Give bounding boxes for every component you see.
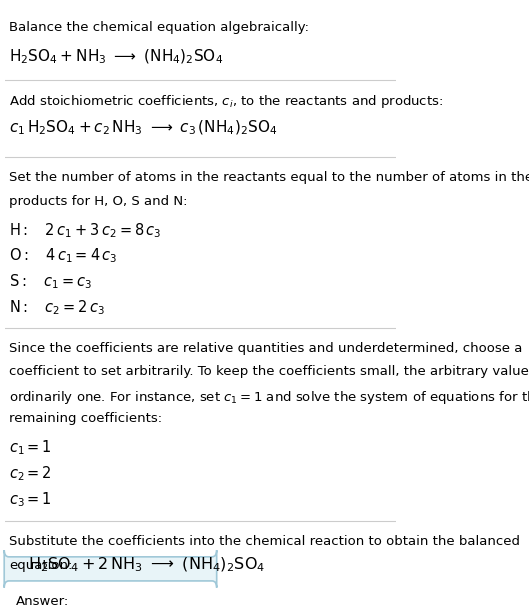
Text: coefficient to set arbitrarily. To keep the coefficients small, the arbitrary va: coefficient to set arbitrarily. To keep … — [9, 365, 529, 378]
Text: Answer:: Answer: — [16, 595, 69, 607]
Text: $\mathrm{H_2SO_4 + NH_3 \ \longrightarrow \ (NH_4)_2SO_4}$: $\mathrm{H_2SO_4 + NH_3 \ \longrightarro… — [9, 47, 223, 66]
Text: $\mathrm{O{:}} \quad 4\,c_1 = 4\,c_3$: $\mathrm{O{:}} \quad 4\,c_1 = 4\,c_3$ — [9, 246, 117, 265]
Text: products for H, O, S and N:: products for H, O, S and N: — [9, 195, 187, 208]
Text: $\mathrm{S{:}} \quad c_1 = c_3$: $\mathrm{S{:}} \quad c_1 = c_3$ — [9, 273, 92, 291]
Text: $c_1\,\mathrm{H_2SO_4} + c_2\,\mathrm{NH_3} \ \longrightarrow \ c_3\,\mathrm{(NH: $c_1\,\mathrm{H_2SO_4} + c_2\,\mathrm{NH… — [9, 119, 277, 137]
Text: $\mathrm{H_2SO_4 + 2\,NH_3 \ \longrightarrow \ (NH_4)_2SO_4}$: $\mathrm{H_2SO_4 + 2\,NH_3 \ \longrighta… — [29, 555, 266, 574]
Text: remaining coefficients:: remaining coefficients: — [9, 412, 162, 426]
Text: $c_2 = 2$: $c_2 = 2$ — [9, 464, 52, 483]
Text: $\mathrm{N{:}} \quad c_2 = 2\,c_3$: $\mathrm{N{:}} \quad c_2 = 2\,c_3$ — [9, 298, 105, 317]
Text: Set the number of atoms in the reactants equal to the number of atoms in the: Set the number of atoms in the reactants… — [9, 171, 529, 184]
Text: Add stoichiometric coefficients, $c_i$, to the reactants and products:: Add stoichiometric coefficients, $c_i$, … — [9, 93, 443, 110]
Text: $c_3 = 1$: $c_3 = 1$ — [9, 490, 52, 509]
Text: Since the coefficients are relative quantities and underdetermined, choose a: Since the coefficients are relative quan… — [9, 342, 522, 355]
FancyBboxPatch shape — [4, 550, 217, 588]
Text: $c_1 = 1$: $c_1 = 1$ — [9, 439, 52, 458]
Text: equation:: equation: — [9, 558, 72, 572]
Text: Substitute the coefficients into the chemical reaction to obtain the balanced: Substitute the coefficients into the che… — [9, 535, 520, 548]
Text: ordinarily one. For instance, set $c_1 = 1$ and solve the system of equations fo: ordinarily one. For instance, set $c_1 =… — [9, 389, 529, 406]
Text: Balance the chemical equation algebraically:: Balance the chemical equation algebraica… — [9, 21, 309, 34]
Text: $\mathrm{H{:}} \quad 2\,c_1 + 3\,c_2 = 8\,c_3$: $\mathrm{H{:}} \quad 2\,c_1 + 3\,c_2 = 8… — [9, 221, 161, 240]
